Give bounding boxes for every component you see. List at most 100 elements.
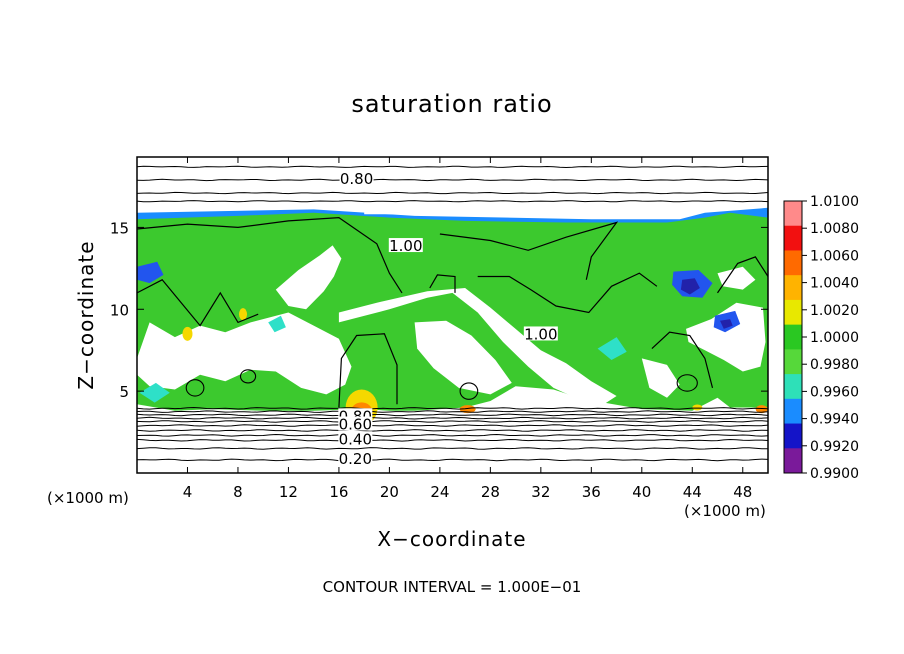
plume-small-5 <box>692 404 703 411</box>
contour-cell-3 <box>676 374 698 392</box>
contour-label-bg-1 <box>339 170 374 185</box>
y-tick-label-15: 15 <box>110 219 129 237</box>
deficit-patch-4 <box>720 319 733 329</box>
colorbar-swatch-4 <box>784 275 802 301</box>
unity-contour-4 <box>338 333 398 408</box>
contour-label-2: 1.00 <box>389 237 422 255</box>
x-tick-label-44: 44 <box>683 483 702 501</box>
contour-label-bg-5 <box>338 416 373 431</box>
x-tick-label-28: 28 <box>481 483 500 501</box>
x-tick-label-40: 40 <box>632 483 651 501</box>
colorbar-label-2: 1.0080 <box>810 221 859 237</box>
colorbar-label-11: 0.9900 <box>810 466 859 482</box>
colorbar-label-9: 0.9940 <box>810 412 859 428</box>
colorbar-swatch-3 <box>784 250 802 276</box>
colorbar-label-1: 1.0100 <box>810 194 859 210</box>
x-tick-label-12: 12 <box>279 483 298 501</box>
cyan-patch-2 <box>139 382 170 403</box>
contour-label-3: 1.00 <box>524 325 557 343</box>
chart-title: saturation ratio <box>351 90 552 118</box>
colorbar-swatch-9 <box>784 398 802 425</box>
plot-frame <box>136 156 769 474</box>
colorbar-swatch-8 <box>784 374 802 400</box>
contour-label-bg-3 <box>523 326 558 341</box>
plot-area: 0.801.001.000.800.600.400.20 <box>136 156 769 474</box>
plume-small-1 <box>182 326 193 341</box>
lower-contour-5 <box>136 420 769 423</box>
colorbar-swatch-6 <box>784 324 802 350</box>
deficit-patch-2 <box>680 278 700 295</box>
lower-contour-1 <box>136 406 769 410</box>
colorbar-swatch-7 <box>784 349 802 375</box>
lower-contour-9 <box>136 438 769 442</box>
contour-interval-note: CONTOUR INTERVAL = 1.000E−01 <box>323 578 582 596</box>
colorbar-swatch-10 <box>784 423 802 449</box>
cyan-patch-3 <box>597 337 627 360</box>
contour-cell-1 <box>185 379 205 397</box>
lower-contour-4 <box>136 416 769 420</box>
unity-contour-5 <box>477 272 658 314</box>
x-tick-label-16: 16 <box>329 483 348 501</box>
x-tick-label-32: 32 <box>531 483 550 501</box>
x-tick-label-20: 20 <box>380 483 399 501</box>
x-unit-left: (×1000 m) <box>47 489 129 507</box>
y-tick-label-5: 5 <box>119 383 129 401</box>
contour-label-6: 0.40 <box>339 430 372 448</box>
colorbar-label-8: 0.9960 <box>810 384 859 400</box>
contour-label-1: 0.80 <box>340 170 373 188</box>
plume-small-3 <box>459 405 476 414</box>
y-tick-label-10: 10 <box>110 301 129 319</box>
cyan-patch-1 <box>268 315 286 333</box>
lower-contour-7 <box>136 429 769 432</box>
upper-contour-2 <box>136 178 769 182</box>
lower-contour-3 <box>136 413 769 417</box>
unity-contour-6 <box>651 331 714 389</box>
colorbar-label-6: 1.0000 <box>810 330 859 346</box>
x-tick-label-48: 48 <box>733 483 752 501</box>
subsaturated-region-6 <box>364 204 516 215</box>
unity-contour-7 <box>717 256 769 294</box>
lower-contour-11 <box>136 458 769 462</box>
x-tick-label-36: 36 <box>582 483 601 501</box>
contour-lines <box>136 165 769 462</box>
x-unit-right: (×1000 m) <box>684 502 766 520</box>
colorbar-swatch-11 <box>784 448 802 474</box>
colorbar-label-5: 1.0020 <box>810 303 859 319</box>
deficit-patch-5 <box>137 261 164 284</box>
subsaturated-region-4 <box>414 320 512 395</box>
subsaturated-region-5 <box>686 302 766 372</box>
colorbar-label-10: 0.9920 <box>810 439 859 455</box>
contour-label-7: 0.20 <box>339 450 372 468</box>
upper-contour-4 <box>136 200 769 203</box>
lower-contour-6 <box>136 424 769 427</box>
lower-contour-2 <box>136 410 769 413</box>
unity-contour-2 <box>439 221 619 280</box>
contour-label-bg-7 <box>338 450 373 465</box>
unity-contour-3 <box>136 279 259 327</box>
x-tick-label-8: 8 <box>233 483 243 501</box>
contour-label-5: 0.60 <box>339 416 372 434</box>
contour-label-bg-2 <box>388 238 423 253</box>
y-axis-label: Z−coordinate <box>74 240 98 389</box>
unity-contour-1 <box>136 216 403 294</box>
x-tick-label-4: 4 <box>183 483 193 501</box>
colorbar-label-3: 1.0060 <box>810 248 859 264</box>
colorbar-swatch-5 <box>784 299 802 326</box>
subsaturated-region-7 <box>641 358 680 398</box>
y-axis: 5 10 15 <box>110 219 768 401</box>
plume-small-2 <box>239 308 248 321</box>
colorbar-swatch-2 <box>784 225 802 251</box>
x-tick-label-24: 24 <box>430 483 449 501</box>
x-axis: 4 8 12 16 20 24 28 32 36 40 44 48 <box>183 157 752 501</box>
contour-cell-2 <box>459 382 479 400</box>
upper-contour-1 <box>136 165 769 169</box>
contour-cell-4 <box>239 369 257 384</box>
plume-small-4 <box>755 405 768 414</box>
colorbar-label-7: 0.9980 <box>810 357 859 373</box>
lower-contour-8 <box>136 433 769 437</box>
x-axis-label: X−coordinate <box>377 527 526 551</box>
unity-contour-8 <box>429 274 456 293</box>
colorbar: 1.0100 1.0080 1.0060 1.0040 1.0020 1.0000 0.99… <box>783 194 859 482</box>
subsaturated-region-8 <box>717 266 756 290</box>
